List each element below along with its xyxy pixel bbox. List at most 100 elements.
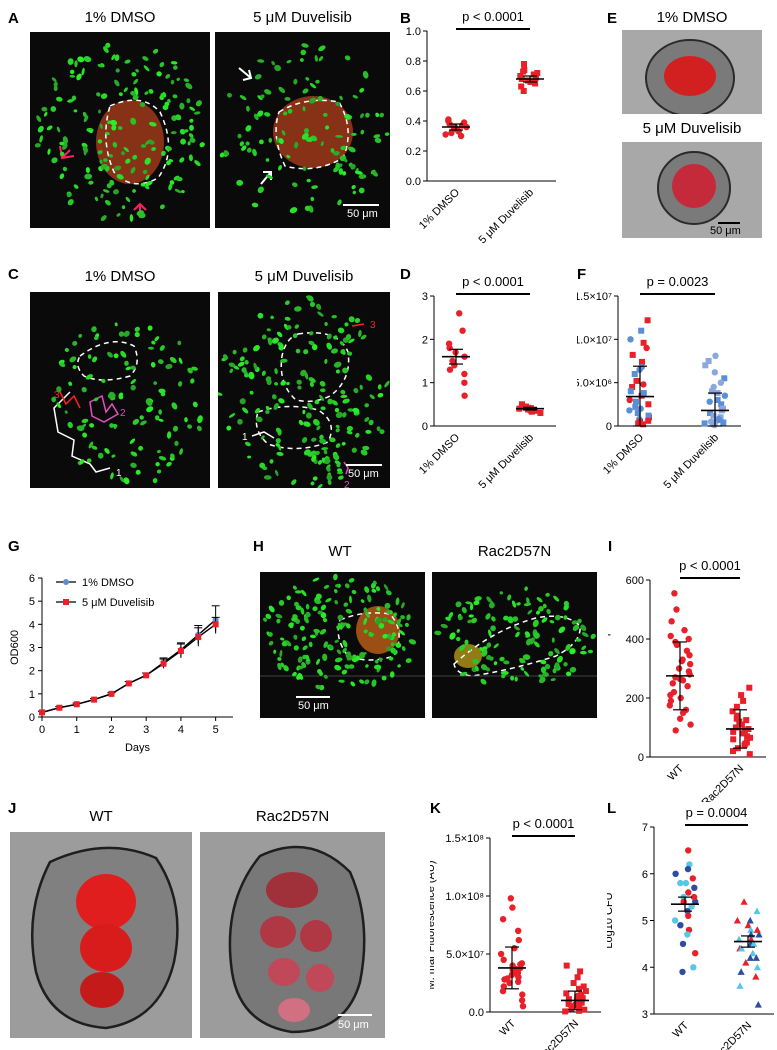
- legend-label: 5 μM Duvelisib: [82, 597, 154, 609]
- fluorescent-cell: [343, 158, 348, 163]
- fluorescent-cell: [342, 647, 347, 653]
- fluorescent-cell: [252, 148, 257, 157]
- fluorescent-cell: [180, 138, 187, 145]
- fluorescent-cell: [297, 385, 302, 390]
- fluorescent-cell: [271, 394, 277, 400]
- fluorescent-cell: [552, 668, 557, 674]
- fluorescent-cell: [239, 356, 245, 362]
- x-tick-label: 1: [74, 724, 80, 736]
- fluorescent-cell: [337, 199, 342, 206]
- fluorescent-cell: [320, 141, 324, 147]
- fluorescent-cell: [69, 69, 75, 75]
- fluorescent-cell: [458, 615, 463, 621]
- fluorescent-cell: [84, 173, 93, 180]
- fluorescent-cell: [385, 590, 392, 596]
- fluorescent-cell: [533, 632, 539, 638]
- y-tick-label: 4: [642, 962, 648, 974]
- panel-e-title-duv: 5 μM Duvelisib: [642, 120, 742, 137]
- data-point: [645, 417, 652, 424]
- fluorescent-cell: [300, 607, 305, 615]
- fluorescent-cell: [391, 632, 397, 637]
- fluorescent-cell: [550, 678, 556, 682]
- x-tick-label: 4: [178, 724, 184, 736]
- fluorescent-cell: [294, 324, 299, 329]
- fluorescent-cell: [527, 609, 533, 615]
- y-axis-label: Log10 CFU: [607, 892, 615, 948]
- y-tick-label: 1.0×10⁷: [577, 334, 612, 346]
- fluorescent-cell: [177, 381, 183, 387]
- fluorescent-cell: [125, 366, 132, 371]
- fluorescent-cell: [334, 599, 339, 605]
- fluorescent-cell: [548, 651, 554, 657]
- data-point: [517, 73, 524, 79]
- x-tick-label: 3: [143, 724, 149, 736]
- data-point: [738, 692, 745, 699]
- data-point: [633, 377, 640, 384]
- data-point: [640, 421, 646, 428]
- fluorescent-cell: [393, 612, 397, 618]
- fluorescent-cell: [341, 171, 347, 176]
- fluorescent-cell: [312, 450, 317, 455]
- fluorescent-cell: [267, 338, 273, 346]
- fluorescent-cell: [244, 360, 249, 365]
- fluorescent-cell: [335, 428, 340, 433]
- fluorescent-cell: [488, 629, 492, 637]
- fluorescent-cell: [158, 409, 163, 415]
- fluorescent-cell: [174, 440, 179, 446]
- data-point: [461, 392, 468, 399]
- fluorescent-cell: [189, 106, 196, 111]
- data-point: [626, 407, 633, 414]
- fluorescent-cell: [360, 599, 365, 603]
- fluorescent-cell: [335, 369, 340, 374]
- fluorescent-cell: [352, 190, 357, 195]
- data-point: [666, 702, 673, 709]
- fluorescent-cell: [257, 59, 265, 63]
- fluorescent-cell: [336, 624, 343, 630]
- fluorescent-cell: [347, 351, 353, 356]
- data-point: [515, 936, 522, 944]
- fluorescent-cell: [194, 160, 201, 167]
- fluorescent-cell: [105, 42, 111, 48]
- fluorescent-cell: [320, 612, 327, 619]
- fluorescent-cell: [53, 81, 58, 87]
- fluorescent-cell: [342, 639, 348, 648]
- data-point: [572, 1002, 579, 1008]
- fluorescent-cell: [273, 403, 279, 410]
- fluorescent-cell: [129, 214, 134, 222]
- fluorescent-cell: [113, 353, 119, 359]
- fluorescent-cell: [226, 425, 232, 431]
- fluorescent-cell: [315, 658, 321, 665]
- panel-j-title-wt: WT: [89, 808, 113, 825]
- data-point: [712, 352, 719, 359]
- data-point: [631, 371, 638, 377]
- fluorescent-cell: [257, 186, 264, 194]
- fluorescent-cell: [532, 619, 539, 628]
- svg-text:2: 2: [344, 480, 350, 488]
- fluorescent-cell: [274, 64, 282, 72]
- fluorescent-cell: [244, 441, 251, 447]
- data-point: [673, 606, 680, 613]
- panel-letter-g: G: [8, 538, 20, 555]
- fluorescent-cell: [503, 615, 509, 621]
- fluorescent-cell: [114, 322, 118, 327]
- data-point: [740, 730, 747, 737]
- fluorescent-cell: [283, 665, 289, 672]
- data-point: [507, 895, 514, 902]
- data-point: [640, 381, 647, 388]
- data-point: [746, 954, 754, 961]
- fluorescent-cell: [376, 426, 381, 432]
- fluorescent-cell: [62, 166, 68, 172]
- fluorescent-cell: [197, 415, 203, 424]
- fluorescent-cell: [257, 312, 264, 319]
- data-point: [716, 416, 723, 424]
- y-tick-label: 2: [422, 334, 428, 346]
- data-point: [73, 701, 80, 708]
- y-tick-label: 1: [422, 378, 428, 390]
- fluorescent-cell: [367, 594, 372, 603]
- data-point: [736, 982, 744, 989]
- fluorescent-cell: [398, 630, 405, 636]
- fluorescent-cell: [351, 589, 357, 595]
- data-point: [754, 1001, 762, 1008]
- fluorescent-cell: [174, 188, 182, 194]
- fluorescent-cell: [97, 139, 103, 144]
